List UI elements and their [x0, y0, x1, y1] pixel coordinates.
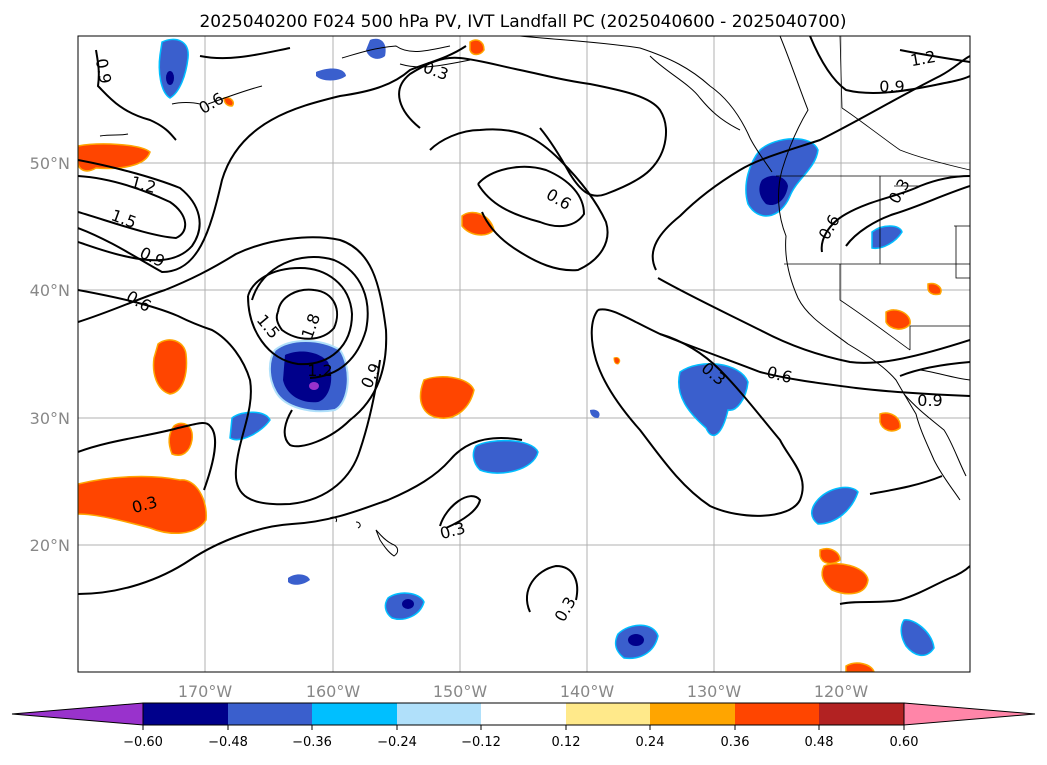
colorbar-segment: [397, 703, 481, 725]
map-frame: [77, 35, 971, 673]
colorbar-tick-labels: −0.60 −0.48 −0.36 −0.24 −0.12 0.12 0.24 …: [123, 735, 918, 750]
longitude-labels: 170°W 160°W 150°W 140°W 130°W 120°W: [178, 682, 869, 701]
colorbar-tick-label: 0.36: [721, 735, 750, 750]
colorbar-tick-label: −0.48: [208, 735, 248, 750]
state-borders: [776, 36, 970, 351]
colorbar-extend-low: [11, 702, 144, 726]
colorbar-segment: [143, 703, 228, 725]
latitude-labels: 50°N 40°N 30°N 20°N: [30, 154, 70, 555]
contour-label: 0.9: [879, 77, 904, 96]
contour-label: 1.2: [307, 361, 332, 380]
colorbar-tick-label: −0.36: [292, 735, 332, 750]
colorbar-tick-label: 0.48: [805, 735, 834, 750]
colorbar-ticks: [142, 725, 905, 730]
pv-contours: [78, 36, 970, 613]
lon-label: 130°W: [687, 682, 742, 701]
figure-title: 2025040200 F024 500 hPa PV, IVT Landfall…: [199, 12, 846, 32]
lon-label: 150°W: [433, 682, 488, 701]
colorbar-segment: [819, 703, 904, 725]
colorbar-tick-label: 0.60: [890, 735, 919, 750]
lon-label: 120°W: [814, 682, 869, 701]
colorbar-tick-label: 0.24: [636, 735, 665, 750]
pc-shading: [78, 38, 942, 672]
colorbar-segment: [735, 703, 819, 725]
colorbar-extend-high: [903, 702, 1036, 726]
map-panel: 0.9 0.6 1.2 1.5 0.9 0.6 1.5 1.8 1.2 0.9 …: [77, 35, 971, 673]
contour-label: 1.2: [909, 47, 937, 70]
colorbar-tick-label: −0.60: [123, 735, 163, 750]
colorbar-segment: [650, 703, 735, 725]
lat-label: 30°N: [30, 409, 70, 428]
lon-label: 170°W: [178, 682, 233, 701]
lon-label: 160°W: [306, 682, 361, 701]
lon-label: 140°W: [560, 682, 615, 701]
coastlines: [99, 36, 970, 557]
lat-label: 50°N: [30, 154, 70, 173]
contour-label: 0.9: [917, 391, 942, 410]
lat-label: 40°N: [30, 281, 70, 300]
colorbar-segment: [312, 703, 397, 725]
contour-label: 0.9: [92, 57, 115, 85]
colorbar-segment: [228, 703, 312, 725]
colorbar-tick-label: −0.12: [461, 735, 501, 750]
colorbar: −0.60 −0.48 −0.36 −0.24 −0.12 0.12 0.24 …: [11, 702, 1036, 750]
colorbar-segment: [481, 703, 566, 725]
lat-label: 20°N: [30, 536, 70, 555]
colorbar-tick-label: 0.12: [552, 735, 581, 750]
colorbar-tick-label: −0.24: [377, 735, 417, 750]
colorbar-segment: [566, 703, 650, 725]
